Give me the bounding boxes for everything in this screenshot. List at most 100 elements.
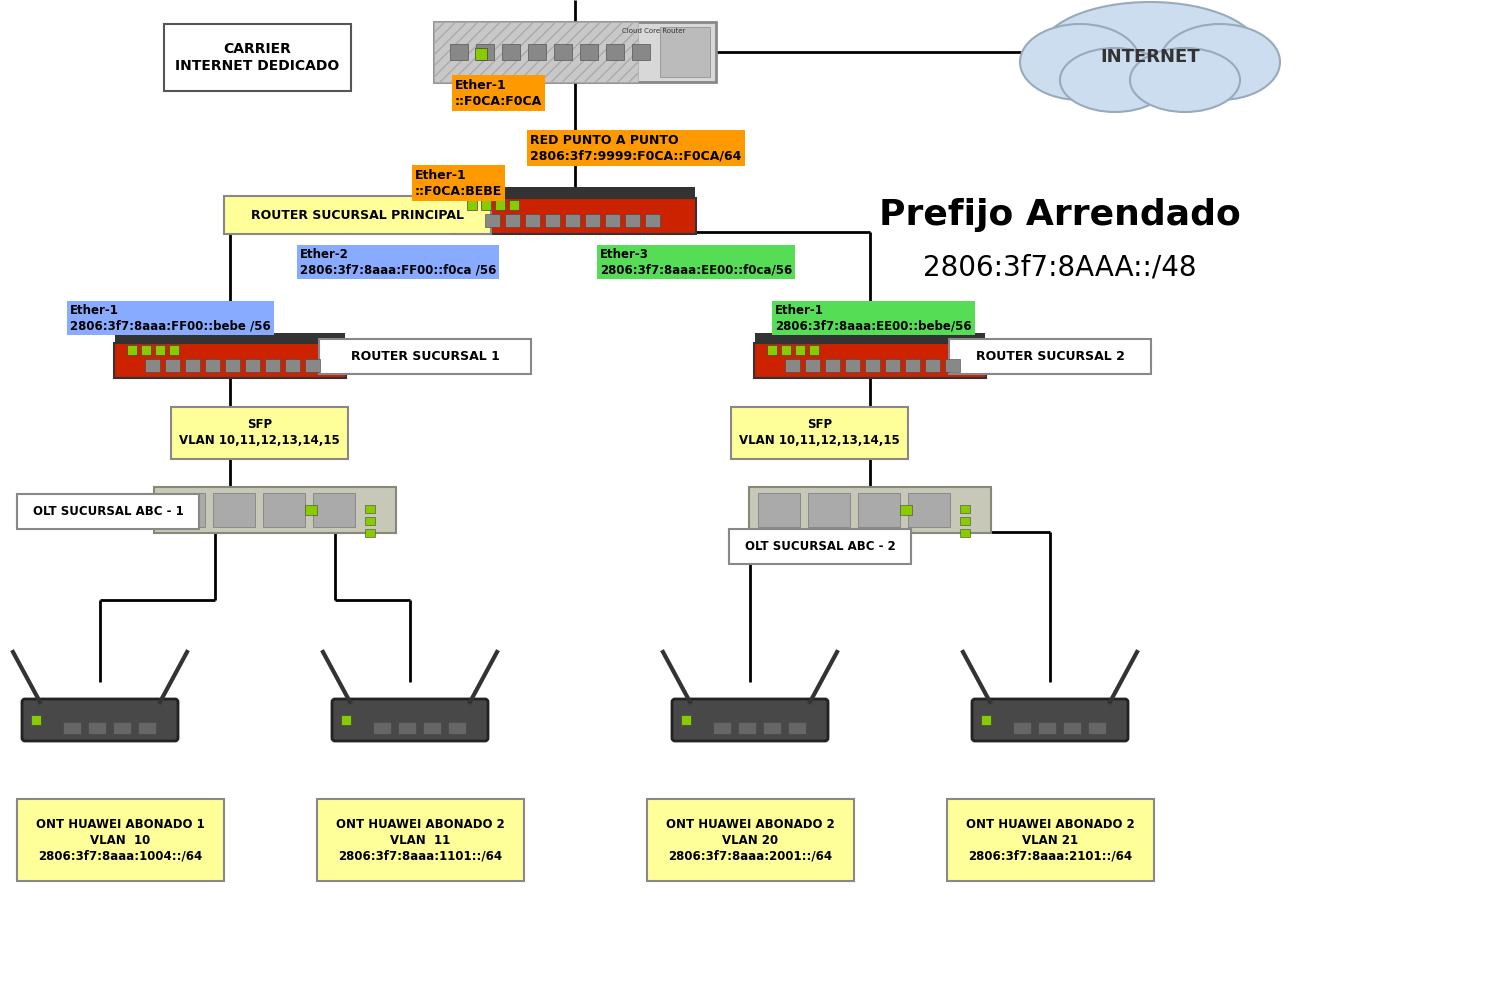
FancyBboxPatch shape [171,407,348,459]
FancyBboxPatch shape [450,44,468,60]
FancyBboxPatch shape [509,199,519,209]
FancyBboxPatch shape [672,699,828,741]
FancyBboxPatch shape [782,346,790,356]
FancyBboxPatch shape [528,44,546,60]
Ellipse shape [1160,24,1280,100]
FancyBboxPatch shape [454,197,696,234]
Ellipse shape [1040,2,1260,102]
FancyBboxPatch shape [729,529,910,564]
Text: ONT HUAWEI ABONADO 2
VLAN 20
2806:3f7:8aaa:2001::/64: ONT HUAWEI ABONADO 2 VLAN 20 2806:3f7:8a… [666,818,836,863]
FancyBboxPatch shape [585,214,600,227]
FancyBboxPatch shape [885,359,900,372]
FancyBboxPatch shape [433,22,716,82]
FancyBboxPatch shape [946,799,1154,881]
FancyBboxPatch shape [758,493,800,527]
FancyBboxPatch shape [224,196,491,234]
FancyBboxPatch shape [1013,722,1031,734]
FancyBboxPatch shape [784,359,800,372]
FancyBboxPatch shape [314,493,356,527]
Text: ROUTER SUCURSAL 1: ROUTER SUCURSAL 1 [351,350,500,363]
Ellipse shape [1020,24,1140,100]
Text: ROUTER SUCURSAL 2: ROUTER SUCURSAL 2 [975,350,1125,363]
Text: SFP
VLAN 10,11,12,13,14,15: SFP VLAN 10,11,12,13,14,15 [178,419,340,448]
FancyBboxPatch shape [926,359,940,372]
Text: ONT HUAWEI ABONADO 2
VLAN 21
2806:3f7:8aaa:2101::/64: ONT HUAWEI ABONADO 2 VLAN 21 2806:3f7:8a… [966,818,1136,863]
FancyBboxPatch shape [112,722,130,734]
FancyBboxPatch shape [960,505,970,513]
FancyBboxPatch shape [788,722,806,734]
FancyBboxPatch shape [681,715,692,725]
FancyBboxPatch shape [165,359,180,372]
FancyBboxPatch shape [285,359,300,372]
FancyBboxPatch shape [646,799,854,881]
FancyBboxPatch shape [762,722,780,734]
Text: ONT HUAWEI ABONADO 1
VLAN  10
2806:3f7:8aaa:1004::/64: ONT HUAWEI ABONADO 1 VLAN 10 2806:3f7:8a… [36,818,206,863]
FancyBboxPatch shape [766,346,777,356]
Text: Ether-2
2806:3f7:8aaa:FF00::f0ca /56: Ether-2 2806:3f7:8aaa:FF00::f0ca /56 [300,247,496,277]
FancyBboxPatch shape [754,333,986,344]
FancyBboxPatch shape [87,722,105,734]
FancyBboxPatch shape [266,359,280,372]
FancyBboxPatch shape [900,505,912,515]
Text: ROUTER SUCURSAL PRINCIPAL: ROUTER SUCURSAL PRINCIPAL [251,208,464,221]
FancyBboxPatch shape [332,699,488,741]
FancyBboxPatch shape [484,214,500,227]
Text: OLT SUCURSAL ABC - 2: OLT SUCURSAL ABC - 2 [744,540,896,553]
FancyBboxPatch shape [482,199,490,209]
FancyBboxPatch shape [244,359,260,372]
FancyBboxPatch shape [566,214,580,227]
FancyBboxPatch shape [423,722,441,734]
Text: Ether-3
2806:3f7:8aaa:EE00::f0ca/56: Ether-3 2806:3f7:8aaa:EE00::f0ca/56 [600,247,792,277]
FancyBboxPatch shape [447,722,465,734]
FancyBboxPatch shape [1088,722,1106,734]
Text: RED PUNTO A PUNTO
2806:3f7:9999:F0CA::F0CA/64: RED PUNTO A PUNTO 2806:3f7:9999:F0CA::F0… [530,133,741,162]
FancyBboxPatch shape [476,48,488,60]
FancyBboxPatch shape [495,199,506,209]
FancyBboxPatch shape [960,529,970,537]
FancyBboxPatch shape [580,44,598,60]
Text: Prefijo Arrendado: Prefijo Arrendado [879,198,1240,232]
Text: INTERNET: INTERNET [1100,48,1200,66]
FancyBboxPatch shape [865,359,880,372]
FancyBboxPatch shape [116,333,345,344]
FancyBboxPatch shape [795,346,806,356]
FancyBboxPatch shape [364,529,375,537]
FancyBboxPatch shape [476,44,494,60]
FancyBboxPatch shape [340,715,351,725]
FancyBboxPatch shape [398,722,416,734]
FancyBboxPatch shape [806,359,820,372]
FancyBboxPatch shape [972,699,1128,741]
FancyBboxPatch shape [503,44,520,60]
FancyBboxPatch shape [950,339,1150,374]
FancyBboxPatch shape [225,359,240,372]
FancyBboxPatch shape [206,359,220,372]
FancyBboxPatch shape [128,346,136,356]
FancyBboxPatch shape [506,214,520,227]
Text: SFP
VLAN 10,11,12,13,14,15: SFP VLAN 10,11,12,13,14,15 [740,419,900,448]
Ellipse shape [1060,48,1170,112]
FancyBboxPatch shape [626,214,640,227]
FancyBboxPatch shape [262,493,305,527]
FancyBboxPatch shape [981,715,992,725]
Text: ONT HUAWEI ABONADO 2
VLAN  11
2806:3f7:8aaa:1101::/64: ONT HUAWEI ABONADO 2 VLAN 11 2806:3f7:8a… [336,818,506,863]
FancyBboxPatch shape [554,44,572,60]
FancyBboxPatch shape [748,487,992,533]
FancyBboxPatch shape [184,359,200,372]
FancyBboxPatch shape [908,493,950,527]
FancyBboxPatch shape [16,494,200,529]
FancyBboxPatch shape [372,722,390,734]
Text: Cloud Core Router: Cloud Core Router [621,28,686,34]
FancyBboxPatch shape [738,722,756,734]
FancyBboxPatch shape [825,359,840,372]
Text: Ether-1
2806:3f7:8aaa:EE00::bebe/56: Ether-1 2806:3f7:8aaa:EE00::bebe/56 [776,304,972,333]
FancyBboxPatch shape [304,359,320,372]
FancyBboxPatch shape [170,346,178,356]
FancyBboxPatch shape [154,346,165,356]
FancyBboxPatch shape [164,493,206,527]
FancyBboxPatch shape [164,24,351,91]
FancyBboxPatch shape [454,187,694,198]
FancyBboxPatch shape [154,487,396,533]
FancyBboxPatch shape [858,493,900,527]
FancyBboxPatch shape [606,44,624,60]
FancyBboxPatch shape [945,359,960,372]
